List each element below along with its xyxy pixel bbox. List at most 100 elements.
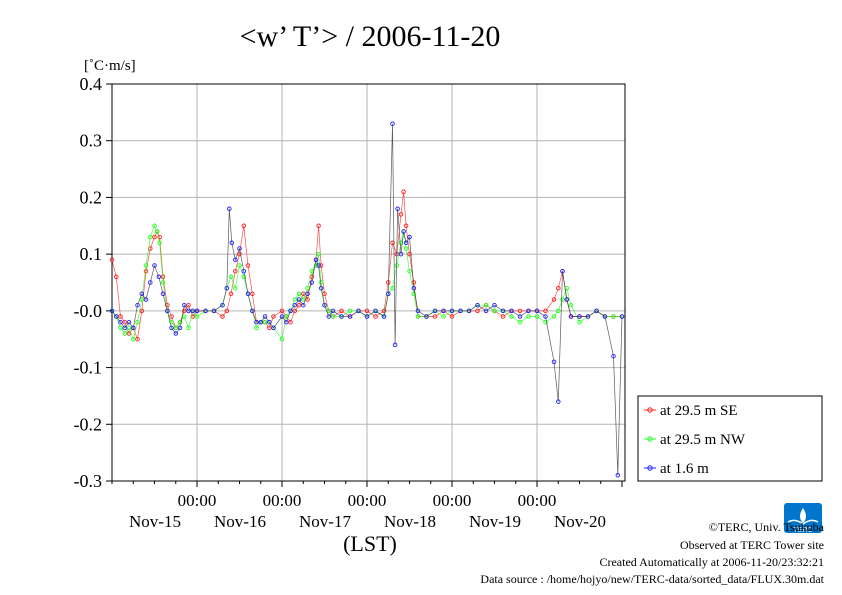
data-point [152,263,157,268]
data-point [154,229,160,234]
data-point [364,308,370,314]
data-point [254,325,259,331]
data-point [415,308,421,314]
data-point [160,291,166,297]
data-point [577,319,582,325]
wave-icon [787,519,819,525]
data-point [148,234,153,240]
data-point [517,314,523,319]
data-point [390,121,395,126]
data-point [126,325,132,331]
data-point [143,268,149,274]
y-tick-label: 0.4 [80,74,103,94]
data-point [186,302,191,308]
data-point [339,308,344,314]
data-point [407,234,412,240]
x-axis-label: (LST) [343,531,397,556]
data-point [395,206,400,212]
data-point [148,280,153,285]
legend-swatch-marker [647,465,653,471]
data-point [401,189,406,195]
data-point [135,319,140,325]
data-point [122,319,128,325]
data-point [203,308,208,314]
data-point [500,308,506,314]
data-point [169,319,174,325]
legend-label: at 29.5 m SE [660,403,738,419]
data-point [131,336,136,342]
data-point [292,308,298,314]
data-point [190,308,196,314]
data-point [509,314,514,319]
data-point [449,314,455,319]
data-point [109,308,115,314]
data-point [615,473,621,478]
data-point [135,336,140,342]
data-point [556,399,561,404]
legend: at 29.5 m SE at 29.5 m NW at 1.6 m [637,395,823,482]
data-point [169,325,174,331]
data-point [316,263,321,268]
data-point [177,325,183,331]
data-point [186,308,191,314]
data-point [194,308,200,314]
data-point [407,268,412,274]
data-point [173,331,179,336]
x-tick-date: Nov-19 [469,512,521,531]
data-point [157,234,162,240]
data-point [330,314,336,319]
data-point [364,314,370,319]
series-line [111,123,623,476]
data-point [543,314,548,319]
legend-box [637,395,823,482]
data-point [392,342,398,348]
data-point [517,308,523,314]
data-point [619,314,625,319]
data-point [411,291,417,297]
data-point [279,336,285,342]
data-point [305,291,310,297]
data-point [233,285,238,291]
data-point [267,319,272,325]
series-group [109,121,625,478]
data-point [326,314,332,319]
y-tick-label: 0.1 [80,244,103,264]
data-point [475,308,480,314]
data-point [564,297,570,302]
x-tick-time: 00:00 [348,491,387,510]
data-point [250,291,255,297]
data-point [245,263,251,268]
data-point [118,314,123,319]
data-point [152,223,157,229]
credit-copyright: ©TERC, Univ. Tsukuba [708,520,824,534]
x-tick-time: 00:00 [178,491,217,510]
data-point [165,302,170,308]
data-point [296,297,302,302]
data-point [492,302,497,308]
data-point [483,308,489,314]
data-point [318,285,324,291]
data-point [186,325,191,331]
data-point [449,308,455,314]
data-point [551,314,557,319]
data-point [492,308,497,314]
data-point [228,274,234,280]
data-point [313,257,319,263]
data-point [483,302,489,308]
data-point [152,234,157,240]
data-point [381,314,387,319]
data-point [156,274,162,280]
data-point [228,291,234,297]
data-point [316,251,321,257]
data-point [441,314,446,319]
data-point [411,285,417,291]
data-point [373,314,378,319]
credit-site: Observed at TERC Tower site [679,538,824,552]
y-tick-label: 0.3 [80,131,103,151]
data-point [309,274,315,280]
data-point [135,302,140,308]
data-point [245,291,251,297]
data-point [339,314,344,319]
data-point [568,314,574,319]
data-point [284,319,289,325]
